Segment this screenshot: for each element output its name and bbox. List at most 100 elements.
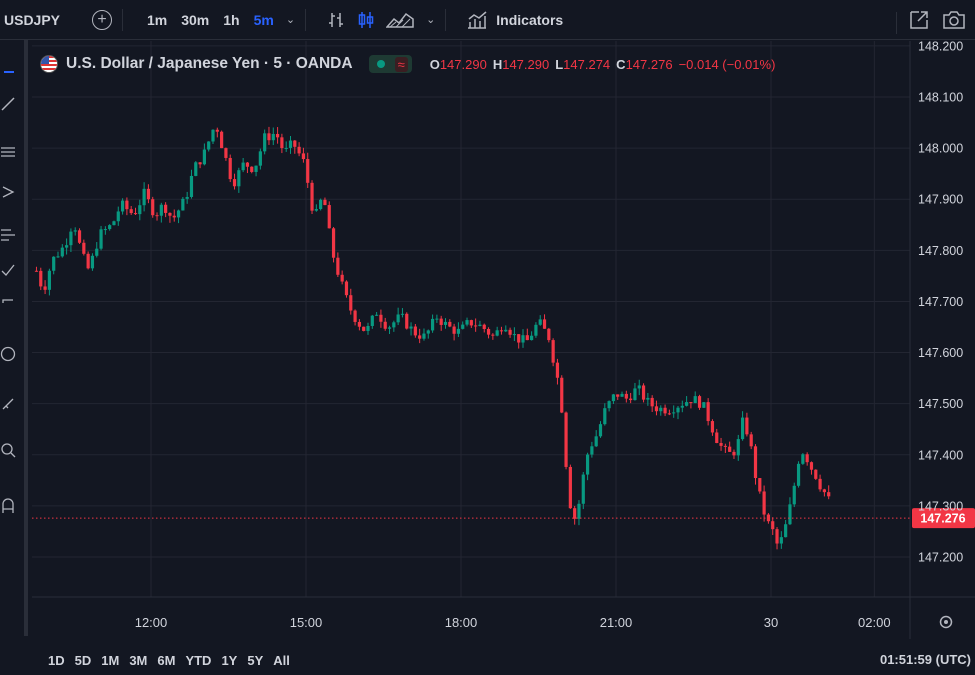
range-1m[interactable]: 1M (101, 652, 120, 668)
candle-down (616, 394, 620, 400)
candle-down (344, 280, 349, 298)
candle-up (530, 331, 534, 341)
candles (34, 126, 831, 550)
ruler-icon[interactable] (0, 396, 16, 412)
candle-up (194, 161, 198, 177)
market-status[interactable]: ≈ (368, 55, 412, 73)
candle-up (288, 136, 293, 154)
utc-clock[interactable]: 01:51:59 (UTC) (879, 652, 971, 667)
y-tick-label: 147.600 (918, 346, 963, 360)
candle-up (258, 148, 262, 170)
candle-down (327, 201, 331, 229)
brush-icon[interactable] (0, 262, 16, 278)
candles-icon[interactable] (356, 10, 376, 30)
candle-down (280, 133, 284, 154)
forecast-icon[interactable] (0, 226, 16, 242)
range-1d[interactable]: 1D (48, 652, 65, 668)
candle-up (620, 391, 624, 397)
candle-down (155, 212, 159, 221)
zoom-icon[interactable] (0, 442, 16, 458)
emoji-icon[interactable] (0, 346, 16, 362)
candle-up (598, 421, 603, 438)
candle-down (654, 400, 659, 416)
candle-down (564, 411, 568, 470)
candle-up (263, 129, 267, 155)
range-all[interactable]: All (273, 652, 290, 668)
trend-line-icon[interactable] (0, 96, 16, 112)
candle-down (624, 390, 628, 403)
candle-up (254, 165, 258, 177)
camera-icon[interactable] (941, 8, 967, 37)
chevron-down-icon[interactable]: ⌄ (426, 14, 436, 26)
time-axis[interactable]: 12:00 15:00 18:00 21:00 30 02:00 (32, 596, 975, 630)
candle-down (306, 152, 310, 188)
candle-up (189, 169, 194, 199)
plus-circle-icon[interactable]: + (92, 9, 112, 30)
candle-up (581, 472, 585, 510)
fib-retracement-icon[interactable] (0, 144, 16, 160)
cursor-icon[interactable] (0, 64, 16, 80)
candle-up (56, 251, 60, 258)
candle-down (650, 395, 654, 412)
candle-down (452, 323, 456, 341)
high-value: 147.290 (502, 56, 550, 72)
timeframe-1m[interactable]: 1m (147, 11, 168, 28)
chevron-down-icon[interactable]: ⌄ (285, 14, 296, 26)
range-5y[interactable]: 5Y (247, 652, 264, 668)
timeframe-1h[interactable]: 1h (223, 11, 240, 28)
candle-up (370, 314, 374, 329)
y-tick-label: 147.300 (918, 499, 963, 513)
indicators-icon[interactable] (466, 10, 488, 30)
pattern-icon[interactable] (0, 184, 16, 200)
candle-up (90, 253, 95, 271)
candle-up (319, 198, 323, 211)
candle-up (366, 322, 370, 335)
timeframe-5m[interactable]: 5m (253, 11, 274, 28)
candle-down (146, 184, 151, 204)
fullscreen-icon[interactable] (907, 8, 931, 37)
candle-up (400, 308, 405, 318)
candle-down (164, 202, 168, 218)
candle-up (314, 204, 318, 212)
candle-down (379, 309, 383, 328)
candle-down (723, 443, 727, 453)
candle-down (172, 209, 176, 222)
open-label: O (429, 56, 440, 72)
range-6m[interactable]: 6M (157, 652, 176, 668)
candle-up (181, 196, 185, 211)
text-icon[interactable] (0, 298, 16, 314)
symbol-search[interactable]: USDJPY (4, 11, 61, 28)
price-chart[interactable]: 147.276 148.200 148.100 148.000 147.900 147.… (32, 41, 975, 639)
area-chart-icon[interactable] (386, 10, 414, 30)
candle-down (762, 485, 766, 522)
gear-icon (939, 615, 953, 629)
range-1y[interactable]: 1Y (221, 652, 238, 668)
candle-up (456, 322, 461, 338)
candle-down (547, 327, 551, 343)
price-axis[interactable]: 148.200 148.100 148.000 147.900 147.800 147.7… (909, 41, 963, 639)
magnet-icon[interactable] (0, 498, 16, 514)
candle-up (120, 198, 125, 215)
toolbar-divider (305, 8, 307, 31)
candle-up (426, 329, 430, 339)
candle-down (323, 197, 327, 206)
candle-down (228, 154, 232, 183)
timeframe-30m[interactable]: 30m (181, 11, 210, 28)
last-price-line: 147.276 (32, 508, 975, 529)
candle-up (142, 182, 146, 212)
range-3m[interactable]: 3M (129, 652, 148, 668)
range-ytd[interactable]: YTD (185, 652, 212, 668)
indicators-button[interactable]: Indicators (496, 11, 564, 28)
candle-down (267, 126, 271, 145)
candle-up (495, 326, 499, 337)
candle-up (138, 199, 142, 221)
candle-up (103, 226, 107, 235)
candle-up (99, 225, 103, 251)
range-5d[interactable]: 5D (74, 652, 92, 668)
toolbar-divider (445, 8, 447, 31)
chart-title[interactable]: U.S. Dollar / Japanese Yen · 5 · OANDA (66, 55, 353, 72)
bar-chart-icon[interactable] (326, 10, 346, 30)
candle-up (422, 328, 426, 341)
candle-up (585, 452, 590, 481)
candle-down (198, 162, 202, 169)
